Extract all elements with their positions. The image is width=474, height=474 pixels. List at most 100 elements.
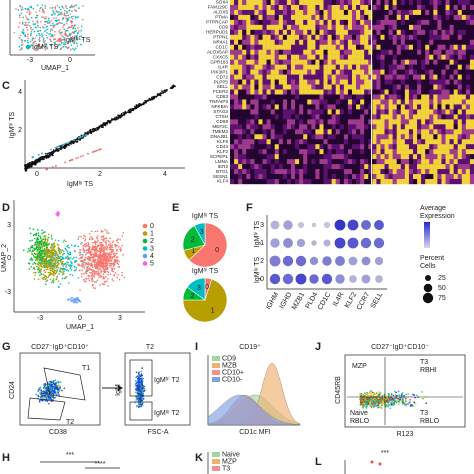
cell-point [43, 245, 46, 247]
heatmap-cell [396, 4, 401, 11]
heatmap-cell [425, 69, 430, 75]
cell-point [61, 253, 64, 256]
heatmap-cell [368, 84, 373, 90]
heatmap-cell [352, 44, 357, 50]
heatmap-cell [291, 34, 296, 40]
heatmap-cell [429, 109, 434, 115]
cell-point [37, 49, 39, 51]
cell-point [104, 280, 107, 283]
heatmap-cell [311, 134, 316, 140]
heatmap-cell [413, 0, 418, 6]
heatmap-cell [404, 99, 410, 105]
cell-point [67, 256, 70, 259]
heatmap-cell [413, 29, 418, 36]
cell-point [65, 257, 67, 259]
heatmap-cell [457, 89, 462, 95]
cell-point [70, 48, 72, 51]
expression-dot [270, 238, 280, 248]
heatmap-cell [372, 0, 377, 6]
cell-point [39, 248, 42, 250]
heatmap-cell [282, 29, 288, 36]
heatmap-cell [258, 34, 263, 40]
heatmap-cell [331, 154, 336, 160]
heatmap-cell [254, 34, 259, 40]
cell-point [29, 12, 32, 14]
heatmap-cell [417, 64, 422, 70]
heatmap-cell [254, 84, 259, 90]
heatmap-cell [286, 99, 292, 105]
cell-point [54, 272, 56, 275]
cell-point [46, 250, 48, 253]
cell-point [52, 26, 54, 29]
heatmap-cell [254, 119, 259, 125]
heatmap-cell [323, 139, 328, 145]
heatmap-cell [461, 39, 467, 45]
heatmap-cell [437, 139, 442, 145]
cell-point [33, 247, 35, 250]
heatmap-cell [254, 169, 259, 175]
heatmap-cell [230, 99, 235, 105]
heatmap-cell [299, 114, 304, 120]
cell-point [33, 48, 35, 51]
heatmap-cell [408, 44, 414, 50]
heatmap-cell [323, 54, 328, 60]
heatmap-cell [372, 24, 377, 31]
heatmap-cell [250, 179, 255, 185]
heatmap-cell [250, 69, 255, 75]
cell-point [106, 264, 108, 267]
cell-point [34, 40, 37, 43]
heatmap-cell [254, 114, 259, 120]
heatmap-cell [343, 44, 349, 50]
cell-point [76, 45, 79, 47]
heatmap-cell [425, 79, 430, 85]
cell-point [110, 264, 112, 267]
cell-point [69, 273, 72, 276]
heatmap-cell [295, 9, 300, 16]
gene-point [149, 98, 152, 101]
heatmap-cell [437, 4, 442, 11]
heatmap-cell [295, 69, 300, 75]
heatmap-cell [404, 24, 410, 31]
heatmap-cell [425, 169, 430, 175]
heatmap-cell [327, 129, 332, 135]
heatmap-cell [282, 34, 288, 40]
heatmap-cell [461, 159, 467, 165]
gene-point [79, 155, 82, 158]
heatmap-cell [315, 159, 320, 165]
heatmap-cell [360, 14, 365, 21]
cell-point [25, 26, 28, 29]
heatmap-cell [441, 89, 446, 95]
heatmap-cell [465, 154, 471, 160]
cell-point [83, 243, 86, 246]
heatmap-cell [441, 69, 446, 75]
cell-point [40, 241, 43, 244]
cell-point [84, 235, 87, 238]
cell-point [34, 16, 37, 19]
heatmap-cell [372, 104, 377, 110]
heatmap-cell [343, 19, 349, 26]
cell-point [70, 300, 73, 303]
cell-point [38, 9, 41, 12]
cell-point [56, 211, 59, 213]
cell-point [97, 271, 100, 273]
heatmap-cell [270, 159, 275, 165]
heatmap-cell [282, 159, 288, 165]
cell-point [50, 236, 53, 239]
heatmap-cell [421, 49, 426, 55]
heatmap-cell [299, 169, 304, 175]
cell-point [24, 15, 27, 17]
pie-slice [188, 222, 228, 268]
cell-point [65, 42, 67, 44]
gene-point [31, 160, 34, 163]
heatmap-cell [254, 144, 259, 150]
heatmap-cell [250, 34, 255, 40]
heatmap-cell [400, 109, 406, 115]
heatmap-cell [356, 9, 361, 16]
heatmap-cell [315, 94, 320, 100]
heatmap-cell [242, 14, 247, 21]
heatmap-cell [396, 79, 401, 85]
heatmap-cell [274, 74, 279, 80]
heatmap-cell [335, 79, 340, 85]
cell-point [110, 266, 112, 268]
heatmap-cell [461, 164, 467, 170]
